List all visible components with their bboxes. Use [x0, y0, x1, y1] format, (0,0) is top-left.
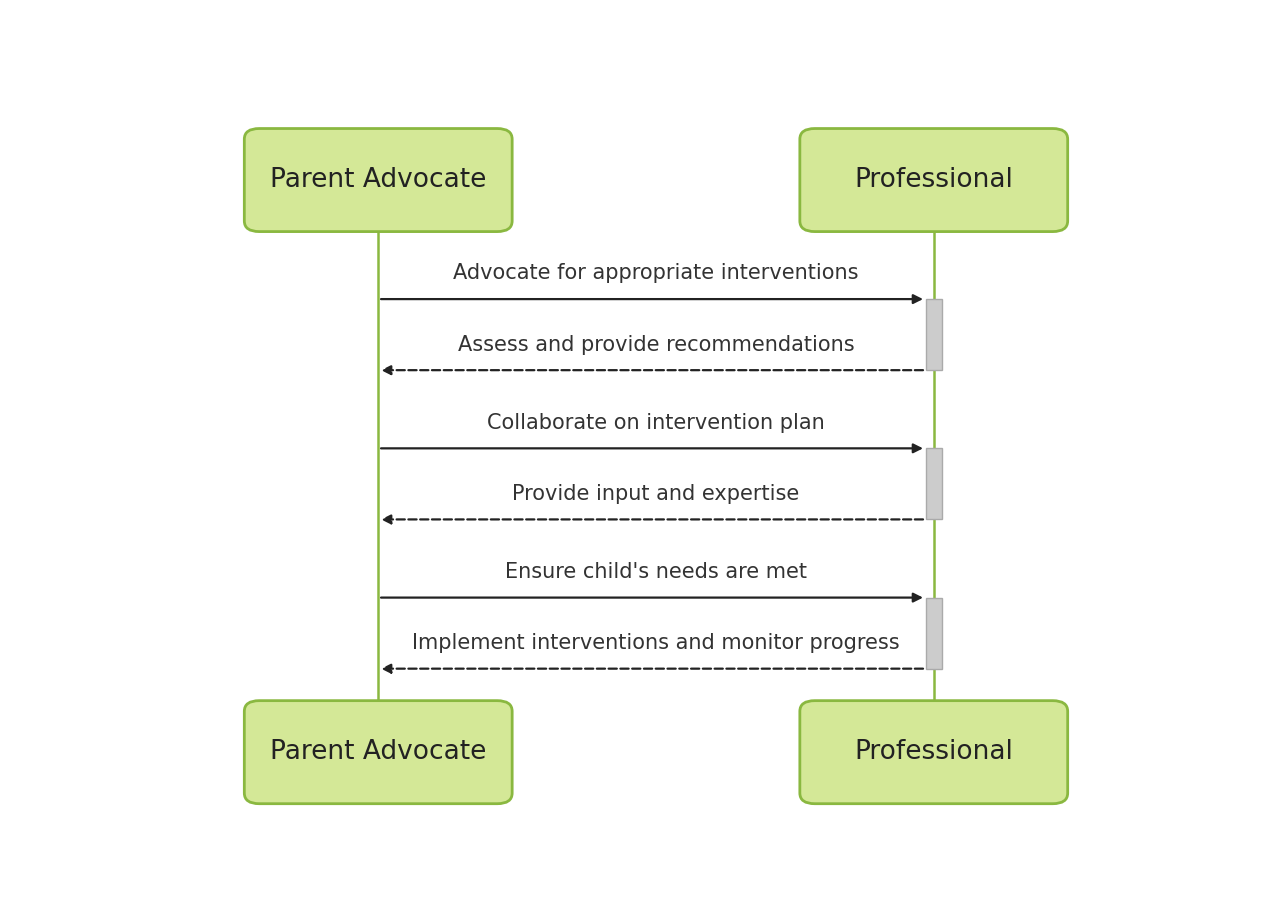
Text: Collaborate on intervention plan: Collaborate on intervention plan [488, 413, 824, 433]
Text: Assess and provide recommendations: Assess and provide recommendations [458, 334, 854, 354]
Text: Professional: Professional [854, 739, 1014, 765]
FancyBboxPatch shape [244, 701, 512, 804]
Text: Professional: Professional [854, 167, 1014, 193]
Text: Advocate for appropriate interventions: Advocate for appropriate interventions [453, 263, 859, 283]
Bar [925, 299, 942, 370]
Text: Parent Advocate: Parent Advocate [270, 167, 486, 193]
Text: Ensure child's needs are met: Ensure child's needs are met [506, 562, 806, 582]
Bar [925, 597, 942, 668]
Text: Implement interventions and monitor progress: Implement interventions and monitor prog… [412, 633, 900, 653]
FancyBboxPatch shape [244, 128, 512, 232]
FancyBboxPatch shape [800, 701, 1068, 804]
FancyBboxPatch shape [800, 128, 1068, 232]
Text: Parent Advocate: Parent Advocate [270, 739, 486, 765]
Text: Provide input and expertise: Provide input and expertise [512, 484, 800, 504]
Bar [925, 449, 942, 520]
